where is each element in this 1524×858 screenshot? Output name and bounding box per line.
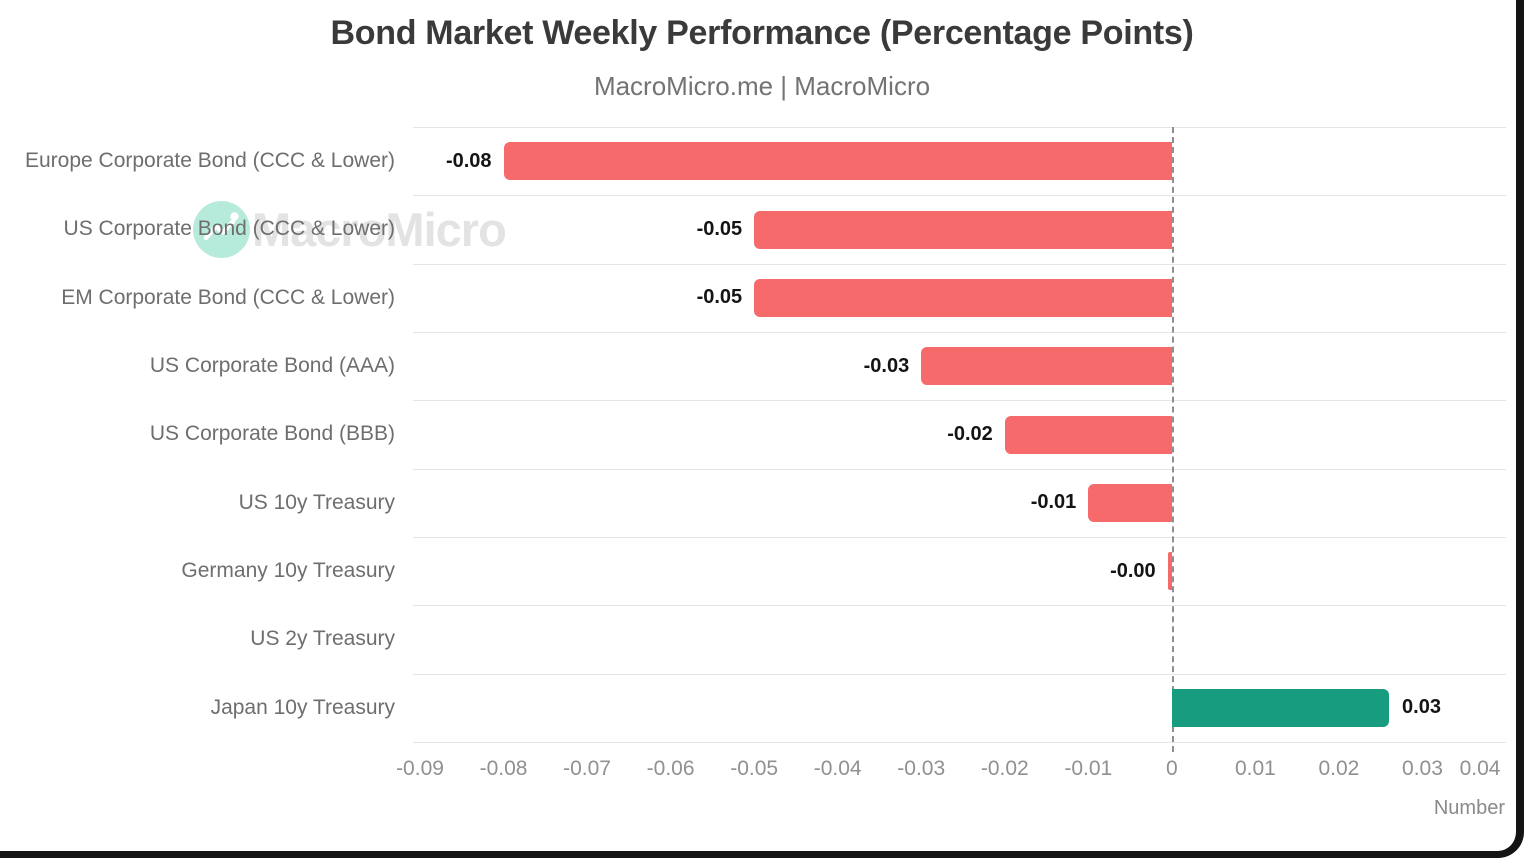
gridline: [413, 537, 1506, 538]
x-axis: -0.09 -0.08 -0.07 -0.06 -0.05 -0.04 -0.03 -0.02…: [396, 757, 1506, 787]
category-label: EM Corporate Bond (CCC & Lower): [61, 285, 395, 309]
bar: [503, 142, 1172, 181]
bar-value-label: -0.01: [1030, 491, 1077, 514]
gridline: [413, 468, 1506, 470]
x-tick-label: 0: [1166, 757, 1178, 780]
bar-value-label: -0.00: [1110, 559, 1156, 582]
zero-baseline: [1171, 127, 1174, 752]
category-label: Japan 10y Treasury: [210, 695, 395, 719]
bar: [1004, 415, 1172, 454]
x-tick-label: 0.01: [1234, 757, 1276, 780]
gridline: [413, 400, 1506, 402]
category-label: US Corporate Bond (CCC & Lower): [63, 217, 395, 241]
bar: [1167, 552, 1172, 591]
category-label: Germany 10y Treasury: [181, 559, 395, 583]
category-label: US 2y Treasury: [250, 627, 395, 651]
bar-value-label: -0.08: [445, 149, 492, 172]
gridline: [413, 127, 1506, 128]
bar-value-label: -0.02: [947, 422, 993, 445]
bar: [1171, 688, 1390, 727]
category-label: US Corporate Bond (AAA): [149, 354, 395, 378]
gridline: [413, 263, 1506, 265]
x-axis-title: Number: [1433, 797, 1505, 819]
x-tick-label: -0.02: [980, 757, 1029, 780]
bar: [1088, 483, 1172, 522]
bar-value-label: -0.05: [696, 286, 743, 309]
bar-value-label: 0.03: [1402, 696, 1441, 719]
bar-value-label: -0.03: [863, 354, 910, 377]
x-tick-label: -0.08: [479, 757, 528, 780]
gridline: [413, 195, 1506, 197]
chart-subtitle: MacroMicro.me | MacroMicro: [593, 71, 931, 101]
x-tick-label: -0.01: [1064, 757, 1113, 780]
x-tick-label: -0.06: [646, 757, 695, 780]
gridline: [413, 605, 1506, 607]
macromicro-logo-icon: [193, 201, 250, 258]
category-label: US Corporate Bond (BBB): [149, 422, 395, 446]
x-tick-label: -0.09: [396, 757, 444, 780]
x-tick-label: 0.03: [1402, 757, 1443, 780]
plot-area: -0.08 -0.05 -0.05 -0.03 -0.02 -0.01 -0.00 0.03: [413, 127, 1506, 752]
bar-value-label: -0.05: [696, 217, 743, 240]
category-label: Europe Corporate Bond (CCC & Lower): [24, 149, 395, 173]
bar: [754, 210, 1172, 249]
x-tick-label: -0.05: [730, 757, 779, 780]
gridline: [413, 742, 1506, 743]
y-axis-labels: Europe Corporate Bond (CCC & Lower) US Co…: [0, 127, 395, 742]
x-tick-label: 0.04: [1459, 757, 1501, 780]
watermark-brand-text: MacroMicro: [252, 203, 507, 256]
gridline: [413, 673, 1506, 675]
x-tick-label: 0.02: [1318, 757, 1360, 780]
chart-title: Bond Market Weekly Performance (Percenta…: [330, 14, 1194, 52]
category-label: US 10y Treasury: [238, 490, 395, 514]
macromicro-watermark: MacroMicro: [193, 201, 507, 258]
x-tick-label: -0.03: [897, 757, 946, 780]
x-tick-label: -0.07: [563, 757, 611, 780]
bar: [921, 347, 1172, 386]
x-tick-label: -0.04: [813, 757, 862, 780]
bar: [754, 278, 1172, 317]
gridline: [413, 332, 1506, 333]
